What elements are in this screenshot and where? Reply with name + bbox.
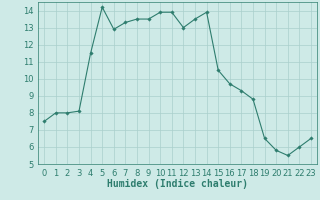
X-axis label: Humidex (Indice chaleur): Humidex (Indice chaleur) (107, 179, 248, 189)
